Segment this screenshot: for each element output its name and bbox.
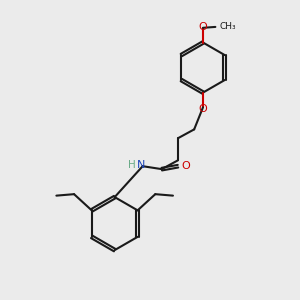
Text: CH₃: CH₃ bbox=[219, 22, 236, 31]
Text: N: N bbox=[137, 160, 146, 170]
Text: O: O bbox=[199, 104, 207, 114]
Text: O: O bbox=[181, 161, 190, 171]
Text: O: O bbox=[199, 22, 207, 32]
Text: H: H bbox=[128, 160, 135, 170]
